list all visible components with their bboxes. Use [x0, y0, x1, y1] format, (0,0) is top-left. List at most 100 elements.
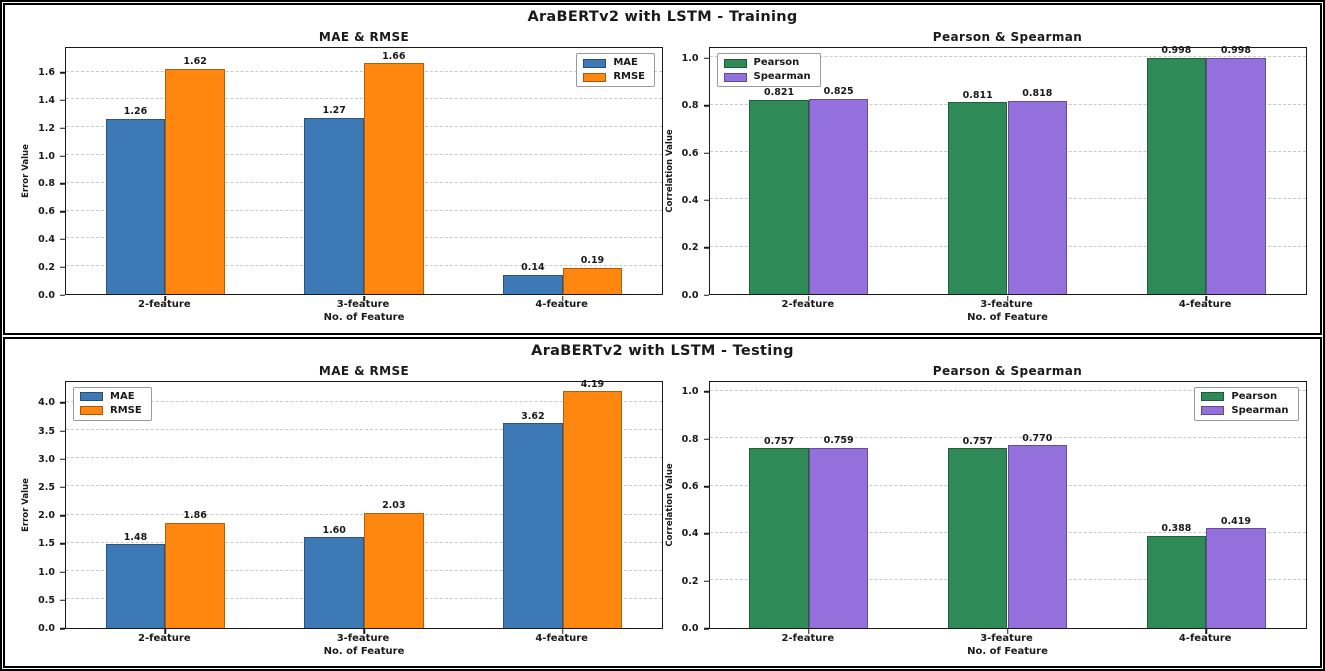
x-axis-label: No. of Feature [967, 645, 1048, 657]
x-axis-ticks: 2-feature 3-feature 4-feature [709, 629, 1307, 645]
y-tick-mark [60, 514, 65, 517]
chart-body: Error Value 0.0 0.2 0.4 0.6 0.8 1.0 1.2 1.4 1.6 … [21, 47, 667, 301]
chart-body: Correlation Value 0.0 0.2 0.4 0.6 0.8 1.0 0.7… [665, 380, 1311, 634]
y-tick-mark [703, 391, 709, 393]
x-tick-mark [164, 295, 167, 301]
legend-item: Pearson [723, 58, 811, 68]
bar-pearson-3-feature [947, 448, 1008, 628]
bar-value-label: 0.757 [962, 435, 993, 447]
legend: MAE RMSE [73, 386, 152, 421]
bar-rmse-4-feature [562, 391, 623, 628]
legend-swatch [80, 392, 103, 401]
bar-pearson-3-feature [947, 102, 1008, 294]
bar-pearson-2-feature [749, 99, 809, 294]
gridline [66, 485, 662, 487]
y-tick-mark [703, 485, 709, 488]
y-tick-label: 0.2 [681, 575, 699, 587]
chart-training-mae-rmse: MAE & RMSE Error Value 0.0 0.2 0.4 0.6 0.8 1.… [21, 27, 667, 333]
training-panel: AraBERTv2 with LSTM - Training MAE & RMS… [3, 3, 1322, 335]
legend: Pearson Spearman [716, 53, 821, 87]
y-tick-mark [60, 627, 65, 630]
x-tick-label: 3-feature [980, 299, 1033, 310]
y-tick-label: 1.2 [38, 122, 55, 134]
y-tick-mark [60, 238, 65, 241]
bar-value-label: 1.27 [322, 105, 346, 116]
y-tick-label: 1.0 [38, 566, 55, 578]
y-tick-mark [60, 71, 65, 74]
y-tick-label: 1.0 [38, 150, 55, 162]
y-tick-label: 0.4 [38, 233, 55, 245]
y-tick-mark [703, 438, 709, 441]
y-tick-label: 0.2 [681, 241, 699, 253]
gridline [66, 457, 662, 459]
bar-mae-4-feature [503, 274, 563, 294]
x-tick-mark [561, 629, 564, 634]
x-axis-ticks: 2-feature 3-feature 4-feature [65, 295, 663, 311]
y-tick-mark [703, 627, 709, 630]
bar-mae-4-feature [503, 423, 563, 628]
bar-spearman-4-feature [1206, 528, 1266, 628]
y-tick-label: 1.0 [681, 52, 699, 64]
legend-swatch [1201, 392, 1225, 401]
bar-value-label: 0.19 [580, 255, 605, 267]
chart-testing-pearson-spearman: Pearson & Spearman Correlation Value 0.0… [665, 361, 1311, 667]
y-tick-mark [60, 486, 65, 489]
x-axis-ticks: 2-feature 3-feature 4-feature [65, 629, 663, 645]
bar-spearman-4-feature [1206, 57, 1266, 294]
x-tick-mark [1006, 295, 1009, 301]
gridline [66, 429, 662, 431]
y-tick-mark [703, 152, 709, 154]
bar-value-label: 0.998 [1220, 45, 1251, 57]
legend-swatch [723, 72, 747, 82]
legend-label: RMSE [110, 404, 142, 416]
legend-swatch [80, 406, 103, 415]
legend-label: Spearman [1231, 404, 1289, 416]
chart-body: Correlation Value 0.0 0.2 0.4 0.6 0.8 1.0 0.8… [665, 45, 1311, 301]
bar-value-label: 1.48 [123, 531, 148, 543]
x-tick-mark [561, 295, 564, 301]
y-tick-label: 0.2 [38, 261, 55, 273]
y-axis-ticks: 0.0 0.2 0.4 0.6 0.8 1.0 [667, 381, 709, 633]
x-tick-label: 4-feature [535, 299, 588, 310]
x-tick-label: 3-feature [336, 299, 390, 310]
chart-title: Pearson & Spearman [932, 363, 1083, 378]
legend-item: RMSE [583, 72, 645, 82]
y-tick-label: 1.5 [38, 538, 55, 550]
x-tick-label: 4-feature [535, 632, 588, 644]
bar-spearman-2-feature [808, 98, 869, 294]
bar-value-label: 4.19 [580, 378, 605, 390]
x-tick-label: 2-feature [138, 632, 191, 644]
bar-rmse-4-feature [562, 267, 623, 294]
bar-spearman-2-feature [808, 447, 869, 628]
y-tick-mark [60, 571, 65, 573]
bar-value-label: 1.66 [382, 50, 406, 62]
y-tick-mark [60, 183, 65, 185]
bar-value-label: 0.419 [1220, 515, 1251, 527]
y-tick-mark [703, 580, 709, 582]
y-tick-label: 0.0 [681, 289, 699, 301]
chart-training-pearson-spearman: Pearson & Spearman Correlation Value 0.0… [665, 27, 1311, 333]
testing-panel: AraBERTv2 with LSTM - Testing MAE & RMSE… [3, 336, 1322, 668]
bar-value-label: 0.821 [764, 87, 795, 99]
y-tick-label: 3.5 [38, 425, 55, 437]
x-tick-mark [808, 295, 810, 301]
x-tick-label: 2-feature [781, 299, 835, 310]
y-tick-label: 1.6 [38, 66, 55, 78]
bar-rmse-3-feature [364, 512, 424, 628]
chart-body: Error Value 0.0 0.5 1.0 1.5 2.0 2.5 3.0 3.5 4.0 … [21, 378, 667, 634]
bar-pearson-4-feature [1146, 57, 1207, 294]
y-tick-label: 0.4 [681, 194, 699, 206]
y-tick-mark [60, 210, 65, 213]
bar-mae-3-feature [304, 537, 364, 628]
gridline [709, 437, 1306, 439]
legend-label: Pearson [1231, 390, 1278, 402]
x-axis-label: No. of Feature [323, 645, 405, 657]
x-tick-mark [1205, 629, 1207, 634]
y-tick-label: 0.0 [38, 622, 55, 634]
bar-spearman-3-feature [1007, 100, 1068, 294]
legend-item: RMSE [80, 404, 142, 416]
bar-mae-2-feature [105, 118, 166, 294]
legend-swatch [1201, 406, 1225, 415]
bar-mae-3-feature [304, 117, 364, 294]
